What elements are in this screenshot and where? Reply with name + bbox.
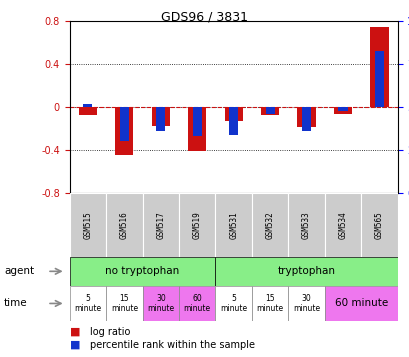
Text: ■: ■ [70,340,80,350]
Text: 5
minute: 5 minute [74,294,101,313]
Bar [338,107,347,111]
Text: 5
minute: 5 minute [220,294,247,313]
Text: time: time [4,298,28,308]
Bar [215,286,251,321]
Bar [106,193,142,257]
Bar [333,107,351,114]
Text: GSM517: GSM517 [156,211,165,239]
Text: GSM533: GSM533 [301,211,310,239]
Bar [215,193,251,257]
Bar [115,107,133,155]
Bar [142,193,179,257]
Bar [106,286,142,321]
Bar [360,193,397,257]
Text: GSM516: GSM516 [119,211,128,239]
Bar [261,107,279,115]
Bar [188,107,206,151]
Text: percentile rank within the sample: percentile rank within the sample [90,340,254,350]
Bar [288,193,324,257]
Text: tryptophan: tryptophan [277,266,335,276]
Bar [297,107,315,127]
Bar [265,107,274,114]
Bar [324,193,360,257]
Text: 60 minute: 60 minute [334,298,387,308]
Bar [192,107,201,136]
Bar [215,257,397,286]
Text: GSM531: GSM531 [229,211,238,239]
Text: no tryptophan: no tryptophan [105,266,179,276]
Bar [374,51,383,107]
Text: agent: agent [4,266,34,276]
Text: 60
minute: 60 minute [183,294,210,313]
Text: 30
minute: 30 minute [147,294,174,313]
Text: 30
minute: 30 minute [292,294,319,313]
Text: log ratio: log ratio [90,327,130,337]
Bar [70,257,215,286]
Bar [142,286,179,321]
Bar [179,286,215,321]
Text: GSM532: GSM532 [265,211,274,239]
Text: GSM565: GSM565 [374,211,383,239]
Bar [251,193,288,257]
Bar [70,286,106,321]
Bar [251,286,288,321]
Bar [119,107,128,141]
Bar [70,193,106,257]
Text: GSM515: GSM515 [83,211,92,239]
Bar [224,107,242,121]
Text: ■: ■ [70,327,80,337]
Bar [79,107,97,115]
Bar [369,27,388,107]
Bar [324,286,397,321]
Bar [288,286,324,321]
Text: GSM519: GSM519 [192,211,201,239]
Text: 15
minute: 15 minute [256,294,283,313]
Bar [301,107,310,131]
Bar [179,193,215,257]
Bar [229,107,238,135]
Text: 15
minute: 15 minute [110,294,137,313]
Text: GSM534: GSM534 [338,211,347,239]
Bar [151,107,169,126]
Bar [156,107,165,131]
Bar [83,104,92,107]
Text: GDS96 / 3831: GDS96 / 3831 [161,11,248,24]
